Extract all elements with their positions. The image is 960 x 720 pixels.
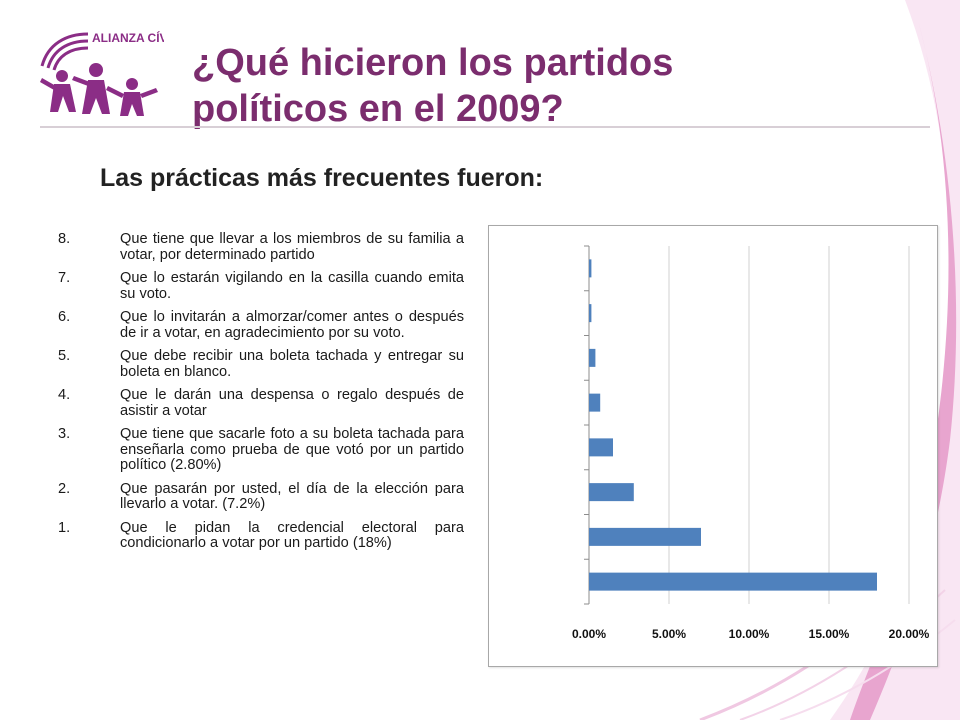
bar-6 [589,348,596,367]
list-item: 5. Que debe recibir una boleta tachada y … [58,348,464,380]
bar-3 [589,483,634,502]
list-item-number: 4. [58,387,71,403]
alianza-civica-logo: ALIANZA CÍVICA [40,30,164,116]
bar-8 [589,259,592,278]
list-item-number: 7. [58,270,71,286]
list-item-text: Que lo estarán vigilando en la casilla c… [120,270,464,302]
bar-5 [589,393,601,412]
list-item: 1. Que le pidan la credencial electoral p… [58,519,464,552]
title-divider [40,126,930,128]
list-item-text: Que pasarán por usted, el día de la elec… [120,480,464,512]
list-item: 2. Que pasarán por usted, el día de la el… [58,480,464,513]
page-title: ¿Qué hicieron los partidos políticos en … [192,40,912,132]
x-tick-label: 15.00% [809,627,850,641]
list-item: 4. Que le darán una despensa o regalo des… [58,387,464,419]
practices-list: 8. Que tiene que llevar a los miembros de… [58,231,464,560]
logo-text: ALIANZA CÍVICA [92,30,164,45]
list-item-number: 8. [58,231,71,247]
list-item-text: Que debe recibir una boleta tachada y en… [120,348,464,380]
list-item-number: 1. [58,519,71,536]
list-item: 3. Que tiene que sacarle foto a su boleta… [58,426,464,474]
list-item: 6. Que lo invitarán a almorzar/comer ante… [58,309,464,341]
list-item-text: Que tiene que llevar a los miembros de s… [120,231,464,263]
title-line-2: políticos en el 2009? [192,88,564,130]
x-tick-label: 5.00% [652,627,686,641]
x-tick-label: 10.00% [729,627,770,641]
list-item-text: Que lo invitarán a almorzar/comer antes … [120,309,464,341]
list-item: 7. Que lo estarán vigilando en la casilla… [58,270,464,302]
list-item-number: 6. [58,309,71,325]
list-item: 8. Que tiene que llevar a los miembros de… [58,231,464,263]
bar-1 [589,572,877,591]
bar-7 [589,304,592,323]
list-item-text: Que le pidan la credencial electoral par… [120,519,464,551]
list-item-number: 3. [58,426,71,442]
title-line-1: ¿Qué hicieron los partidos [192,42,674,84]
x-tick-label: 20.00% [889,627,930,641]
x-tick-label: 0.00% [572,627,606,641]
bar-2 [589,527,701,546]
subtitle: Las prácticas más frecuentes fueron: [100,164,544,192]
list-item-number: 2. [58,480,71,497]
list-item-text: Que le darán una despensa o regalo despu… [120,387,464,419]
bar-4 [589,438,613,457]
bar-chart: 0.00% 5.00% 10.00% 15.00% 20.00% [572,245,930,641]
chart-frame: 0.00% 5.00% 10.00% 15.00% 20.00% [488,225,938,667]
list-item-text: Que tiene que sacarle foto a su boleta t… [120,426,464,473]
list-item-number: 5. [58,348,71,364]
